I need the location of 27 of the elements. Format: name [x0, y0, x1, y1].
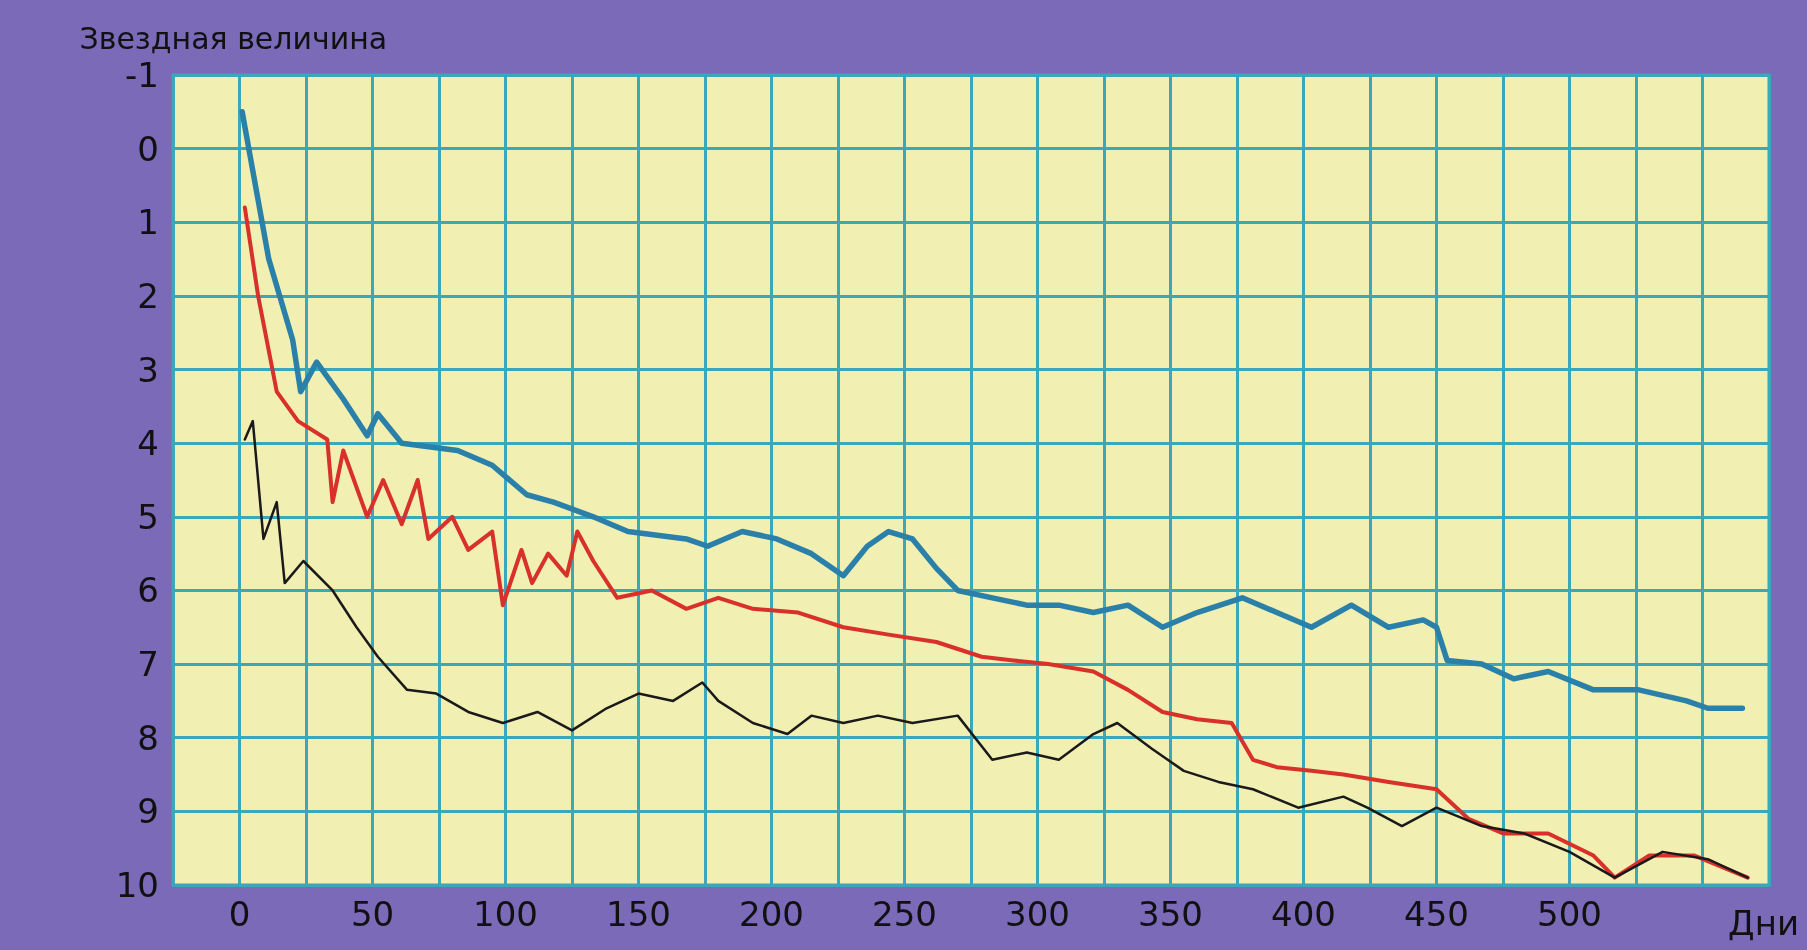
y-tick-label: 3 — [137, 349, 159, 390]
y-tick-label: 1 — [137, 202, 159, 243]
x-tick-label: 300 — [1005, 894, 1070, 934]
x-tick-label: 100 — [473, 894, 538, 934]
x-tick-label: 450 — [1404, 894, 1469, 934]
x-tick-label: 150 — [606, 894, 671, 934]
y-tick-label: 9 — [137, 791, 159, 832]
y-tick-label: 8 — [137, 717, 159, 758]
x-tick-label: 400 — [1271, 894, 1336, 934]
y-axis-title: Звездная величина — [79, 20, 388, 56]
y-tick-label: 2 — [137, 275, 159, 316]
x-tick-label: 500 — [1537, 894, 1602, 934]
y-tick-label: 10 — [115, 865, 159, 905]
line-series — [242, 205, 1750, 880]
x-tick-label: 50 — [350, 894, 395, 934]
y-tick-label: 0 — [137, 128, 159, 169]
x-axis-title: Дни — [1728, 903, 1799, 943]
y-tick-label: 6 — [137, 570, 159, 611]
x-tick-label: 0 — [228, 894, 251, 934]
y-tick-label: 4 — [137, 423, 159, 464]
x-tick-label: 200 — [739, 894, 804, 934]
y-tick-label: 5 — [137, 496, 159, 537]
x-tick-label: 350 — [1138, 894, 1203, 934]
y-tick-label: -1 — [125, 55, 159, 95]
line-series — [243, 419, 1749, 879]
y-tick-label: 7 — [137, 644, 159, 685]
x-tick-label: 250 — [872, 894, 937, 934]
